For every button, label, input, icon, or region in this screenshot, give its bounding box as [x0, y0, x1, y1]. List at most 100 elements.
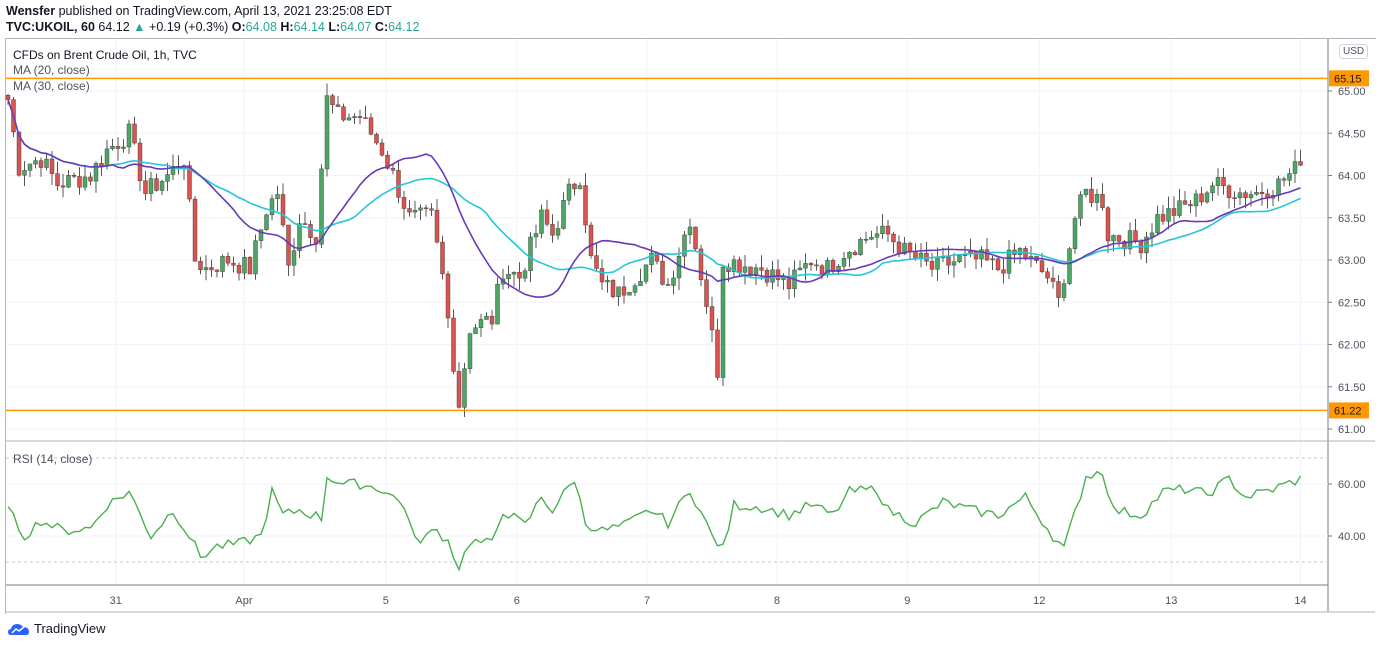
candle-body — [506, 274, 511, 280]
candle-body — [1089, 188, 1094, 203]
candle-body — [742, 266, 748, 273]
candle-body — [1083, 188, 1089, 195]
candle-body — [1127, 230, 1133, 250]
candle-body — [445, 273, 451, 319]
candle-body — [698, 248, 704, 280]
candle-body — [1056, 281, 1061, 298]
price-tick-label: 64.50 — [1338, 128, 1366, 140]
candle-body — [1298, 161, 1303, 166]
candle-body — [456, 371, 462, 408]
time-tick-label: 5 — [383, 595, 389, 607]
legend-rsi[interactable]: RSI (14, close) — [13, 452, 93, 466]
candle-body — [82, 176, 88, 188]
candle-body — [280, 194, 286, 226]
candle-body — [907, 242, 913, 252]
candle-body — [896, 241, 902, 255]
candle-body — [423, 207, 429, 210]
candle-body — [379, 142, 385, 156]
candle-body — [632, 285, 638, 293]
candle-body — [478, 319, 484, 328]
candle-body — [33, 160, 38, 165]
candle-body — [550, 224, 555, 236]
currency-label[interactable]: USD — [1339, 44, 1369, 59]
candle-body — [275, 194, 280, 199]
candle-body — [451, 317, 456, 372]
candle-body — [1061, 283, 1067, 298]
candle-body — [1232, 197, 1237, 199]
candle-body — [247, 257, 253, 275]
candle-body — [583, 185, 588, 226]
candle-body — [544, 209, 550, 225]
candle-body — [88, 176, 93, 182]
candle-body — [1188, 204, 1193, 207]
time-tick-label: Apr — [235, 595, 252, 607]
candle-body — [93, 163, 99, 182]
candle-body — [1094, 194, 1100, 203]
author[interactable]: Wensfer — [6, 4, 56, 18]
candle-body — [319, 168, 324, 245]
candle-body — [412, 209, 418, 213]
candle-body — [638, 281, 643, 286]
candle-body — [418, 207, 423, 211]
legend-ma30[interactable]: MA (30, close) — [13, 79, 90, 93]
candle-body — [121, 146, 126, 149]
candle-body — [1001, 269, 1006, 274]
candle-body — [220, 256, 225, 272]
candle-body — [973, 251, 979, 260]
price-change: +0.19 (+0.3%) — [149, 20, 229, 34]
legend-title: CFDs on Brent Crude Oil, 1h, TVC — [13, 48, 197, 62]
candle-body — [616, 286, 621, 297]
candle-body — [27, 163, 33, 171]
candle-body — [1221, 177, 1226, 187]
candle-body — [693, 226, 698, 250]
candle-body — [649, 252, 654, 266]
candle-body — [863, 239, 869, 241]
candle-body — [671, 277, 676, 286]
candle-body — [231, 262, 236, 266]
legend-ma20[interactable]: MA (20, close) — [13, 63, 90, 77]
candle-body — [165, 174, 170, 182]
candle-body — [880, 225, 885, 235]
candle-body — [759, 267, 764, 271]
candle-body — [1243, 192, 1248, 198]
candle-body — [627, 292, 632, 296]
symbol: TVC:UKOIL, 60 — [6, 20, 95, 34]
candle-body — [1182, 200, 1188, 205]
price-tick-label: 65.00 — [1338, 86, 1366, 98]
symbol-info: TVC:UKOIL, 60 64.12 ▲ +0.19 (+0.3%) O:64… — [6, 20, 419, 34]
time-tick-label: 6 — [514, 595, 520, 607]
time-tick-label: 8 — [774, 595, 780, 607]
candle-body — [660, 260, 665, 285]
price-tick-label: 61.50 — [1338, 382, 1366, 394]
candle-body — [489, 316, 495, 325]
candle-body — [803, 263, 808, 269]
candle-body — [885, 225, 891, 235]
candle-body — [704, 279, 709, 307]
candle-body — [1144, 236, 1149, 254]
candle-body — [44, 158, 49, 168]
candle-body — [753, 267, 759, 275]
ma30-line — [7, 99, 1301, 279]
price-tick-label: 62.00 — [1338, 340, 1366, 352]
candle-body — [253, 240, 258, 275]
low-label: L: — [328, 20, 341, 34]
tradingview-logo[interactable]: TradingView — [8, 621, 106, 636]
close-value: 64.12 — [388, 20, 420, 34]
candle-body — [1067, 248, 1072, 284]
time-tick-label: 14 — [1294, 595, 1306, 607]
candle-body — [687, 226, 693, 236]
candle-body — [467, 333, 473, 369]
candle-body — [605, 280, 610, 283]
candle-body — [1193, 193, 1199, 207]
candle-body — [621, 286, 627, 296]
rsi-tick-label: 60.00 — [1338, 479, 1366, 491]
candle-body — [429, 208, 434, 211]
candle-body — [170, 166, 176, 175]
candle-body — [577, 185, 583, 190]
candle-body — [830, 260, 836, 272]
candle-body — [1248, 194, 1254, 198]
candle-body — [1100, 194, 1105, 209]
candle-body — [1199, 193, 1204, 203]
candle-body — [819, 265, 825, 275]
